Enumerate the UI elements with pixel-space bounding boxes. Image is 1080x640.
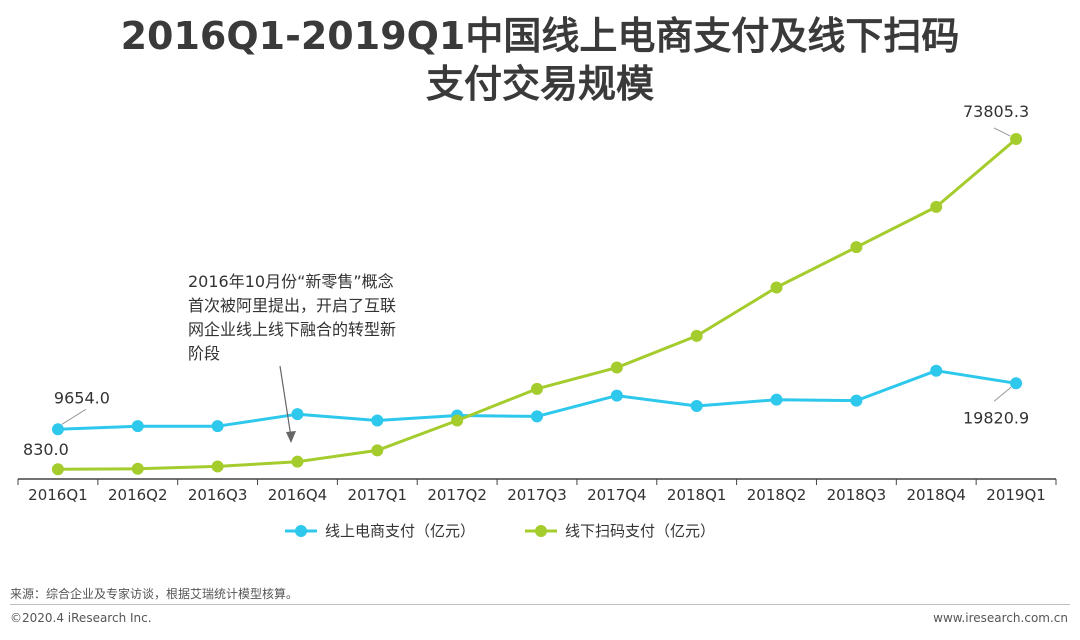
data-point-series-2 — [211, 460, 224, 473]
data-point-series-1 — [850, 394, 863, 407]
footer-divider — [10, 604, 1070, 605]
annotation-text-line: 网企业线上线下融合的转型新 — [188, 320, 396, 339]
chart-title-line-2: 支付交易规模 — [425, 62, 654, 106]
data-point-series-2 — [930, 200, 943, 213]
x-tick-label: 2018Q1 — [667, 486, 727, 504]
x-tick-label: 2016Q4 — [268, 486, 328, 504]
x-tick-label: 2016Q1 — [28, 486, 88, 504]
x-tick-label: 2018Q4 — [906, 486, 966, 504]
data-point-series-1 — [131, 420, 144, 433]
x-tick-label: 2016Q3 — [188, 486, 248, 504]
data-label: 73805.3 — [963, 102, 1029, 121]
x-tick-label: 2018Q3 — [827, 486, 887, 504]
copyright-text: ©2020.4 iResearch Inc. — [10, 611, 152, 625]
data-label: 830.0 — [23, 440, 69, 459]
legend-swatch-marker — [535, 525, 547, 537]
data-point-series-1 — [1010, 377, 1023, 390]
line-chart: 2016Q1 2016Q2 2016Q3 2016Q4 2017Q1 2017Q2 2017… — [17, 102, 1057, 540]
data-point-series-1 — [371, 414, 384, 427]
label-leader-line — [993, 127, 1011, 137]
data-point-series-2 — [451, 414, 464, 427]
data-point-series-1 — [930, 364, 943, 377]
data-point-series-1 — [51, 423, 64, 436]
data-point-series-1 — [610, 389, 623, 402]
annotation-text-line: 2016年10月份“新零售”概念 — [188, 272, 394, 291]
chart-title: 2016Q1-2019Q1中国线上电商支付及线下扫码 支付交易规模 — [0, 12, 1080, 108]
x-tick-label: 2018Q2 — [747, 486, 807, 504]
x-tick-label: 2016Q2 — [108, 486, 168, 504]
data-point-series-2 — [131, 462, 144, 475]
x-tick-label: 2017Q2 — [427, 486, 487, 504]
x-tick-label: 2017Q3 — [507, 486, 567, 504]
data-point-series-2 — [850, 241, 863, 254]
data-point-series-1 — [531, 410, 543, 423]
x-tick-label: 2017Q4 — [587, 486, 647, 504]
annotation-arrow-line — [279, 365, 292, 438]
website-text: www.iresearch.com.cn — [933, 611, 1068, 625]
legend-label: 线下扫码支付（亿元） — [565, 522, 715, 540]
data-point-series-1 — [211, 420, 224, 433]
x-tick-label: 2019Q1 — [986, 486, 1046, 504]
data-point-series-1 — [291, 408, 304, 421]
data-point-series-1 — [770, 393, 783, 406]
annotation-text-line: 阶段 — [188, 344, 220, 363]
data-point-series-2 — [291, 455, 304, 468]
data-label: 19820.9 — [963, 408, 1029, 427]
legend-swatch-marker — [295, 525, 307, 537]
data-label: 9654.0 — [54, 388, 110, 407]
chart-title-line-1: 2016Q1-2019Q1中国线上电商支付及线下扫码 — [120, 14, 960, 58]
data-point-series-2 — [371, 444, 384, 457]
data-point-series-2 — [690, 329, 703, 342]
data-point-series-2 — [610, 361, 623, 374]
data-point-series-2 — [1010, 132, 1023, 145]
legend-label: 线上电商支付（亿元） — [325, 522, 475, 540]
data-point-series-1 — [690, 400, 703, 413]
x-tick-label: 2017Q1 — [348, 486, 408, 504]
label-leader-line — [993, 386, 1012, 402]
label-leader-line — [61, 408, 87, 425]
data-point-series-2 — [51, 463, 64, 476]
data-point-series-2 — [531, 382, 543, 395]
annotation-text-line: 首次被阿里提出，开启了互联 — [188, 296, 396, 315]
source-note: 来源：综合企业及专家访谈，根据艾瑞统计模型核算。 — [10, 587, 299, 601]
annotation-arrow-head — [286, 431, 296, 443]
data-point-series-2 — [770, 281, 783, 294]
